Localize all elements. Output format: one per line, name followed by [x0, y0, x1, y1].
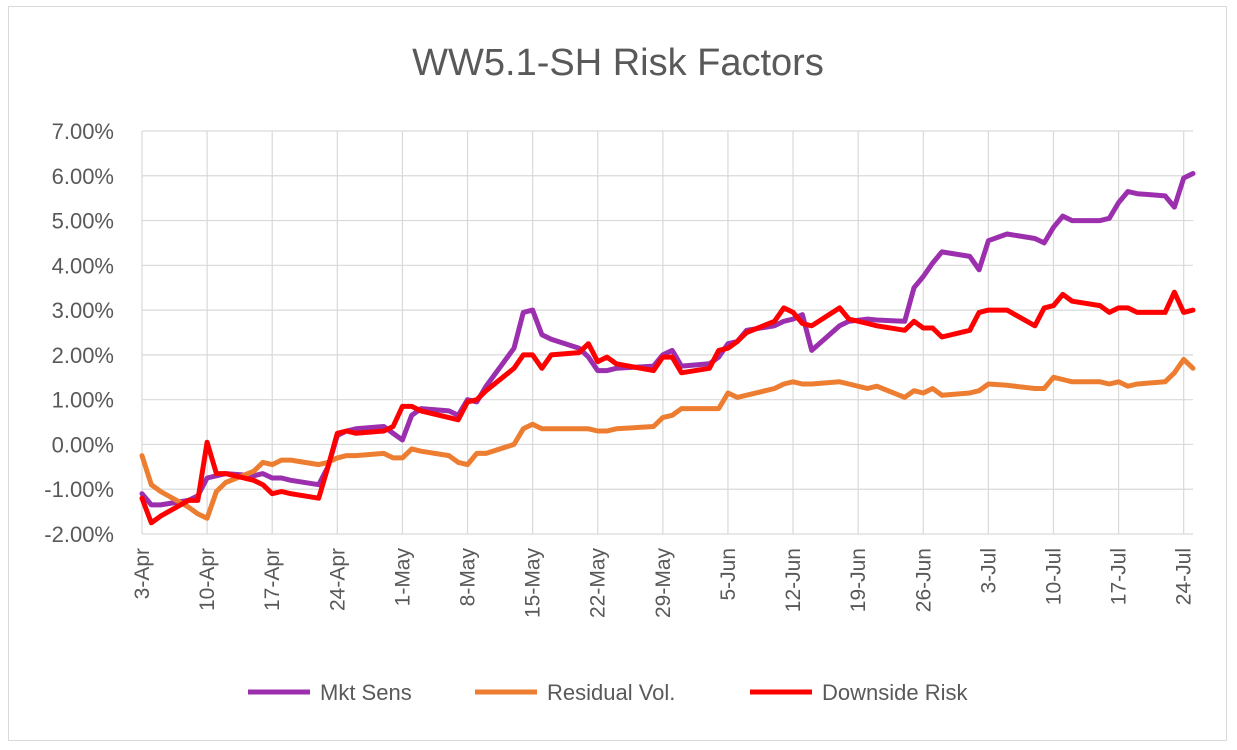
x-tick-label: 3-Apr [131, 548, 154, 599]
x-tick-label: 1-May [391, 548, 414, 607]
chart-title: WW5.1-SH Risk Factors [412, 42, 824, 84]
x-tick-label: 15-May [522, 548, 545, 619]
x-tick-label: 24-Apr [326, 548, 349, 611]
x-tick-label: 17-Jul [1108, 548, 1131, 605]
y-tick-label: 5.00% [52, 209, 114, 234]
x-tick-label: 3-Jul [977, 548, 1000, 594]
series-line-downside-risk [139, 289, 1196, 526]
series-lines [139, 171, 1196, 526]
x-tick-label: 29-May [652, 548, 675, 619]
y-tick-label: 1.00% [52, 388, 114, 413]
x-axis: 3-Apr 10-Apr 17-Apr 24-Apr 1-May 8-May 15-May 2… [131, 548, 1196, 619]
x-tick-label: 26-Jun [912, 548, 935, 612]
x-tick-label: 5-Jun [717, 548, 740, 601]
legend-label-residual-vol: Residual Vol. [547, 680, 675, 705]
y-axis: -2.00% -1.00% 0.00% 1.00% 2.00% 3.00% 4.00% 5.0… [44, 119, 114, 547]
x-tick-label: 8-May [457, 548, 480, 607]
gridlines [141, 130, 1193, 535]
x-tick-label: 17-Apr [261, 548, 284, 611]
legend-label-mkt-sens: Mkt Sens [320, 680, 412, 705]
y-tick-label: 0.00% [52, 432, 114, 457]
y-tick-label: 2.00% [52, 343, 114, 368]
x-tick-label: 19-Jun [847, 548, 870, 612]
series-line-residual-vol [139, 356, 1196, 521]
y-tick-label: -2.00% [44, 522, 114, 547]
x-tick-label: 12-Jun [782, 548, 805, 612]
x-tick-label: 22-May [587, 548, 610, 619]
x-tick-label: 24-Jul [1173, 548, 1196, 605]
x-tick-label: 10-Jul [1042, 548, 1065, 605]
y-tick-label: 7.00% [52, 119, 114, 144]
x-tick-label: 10-Apr [196, 548, 219, 611]
legend: Mkt Sens Residual Vol. Downside Risk [248, 680, 968, 705]
y-tick-label: 6.00% [52, 164, 114, 189]
y-tick-label: 4.00% [52, 253, 114, 278]
y-tick-label: 3.00% [52, 298, 114, 323]
chart-frame [8, 6, 1227, 741]
legend-label-downside-risk: Downside Risk [822, 680, 968, 705]
y-tick-label: -1.00% [44, 477, 114, 502]
series-line-mkt-sens [139, 171, 1196, 508]
